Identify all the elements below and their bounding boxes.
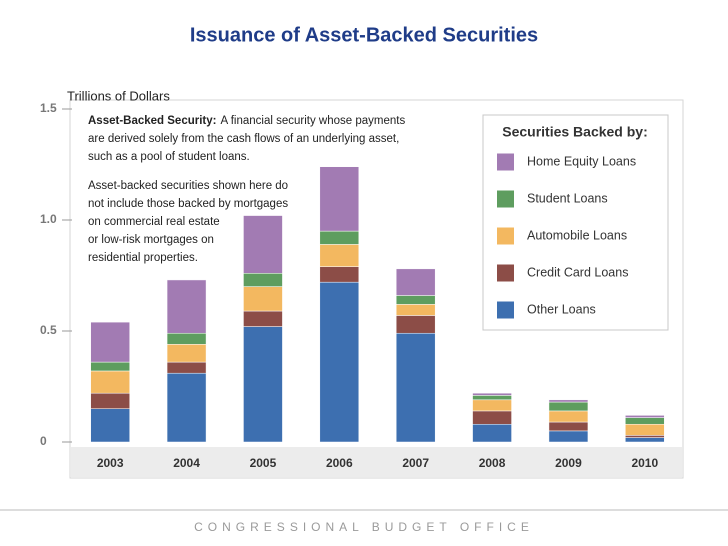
x-tick-label: 2003 bbox=[97, 456, 124, 470]
legend-swatch bbox=[497, 301, 514, 319]
legend-swatch bbox=[497, 264, 514, 282]
bar-segment bbox=[90, 361, 130, 372]
bar-segment bbox=[90, 392, 130, 409]
x-tick-label: 2008 bbox=[479, 456, 506, 470]
bar-segment bbox=[395, 295, 436, 305]
x-tick-label: 2005 bbox=[250, 456, 277, 470]
bar-segment bbox=[319, 166, 360, 232]
bar-segment bbox=[166, 361, 207, 374]
annotation-line: not include those backed by mortgages bbox=[88, 198, 288, 210]
legend-label: Credit Card Loans bbox=[527, 265, 628, 279]
legend-title: Securities Backed by: bbox=[502, 124, 648, 140]
bar-segment bbox=[243, 215, 283, 274]
y-tick-label: 0.5 bbox=[40, 323, 57, 337]
annotation-line: or low-risk mortgages on bbox=[88, 234, 214, 246]
bar-segment bbox=[319, 266, 360, 283]
annotation-term: Asset-Backed Security: bbox=[88, 115, 216, 127]
bar-segment bbox=[166, 332, 207, 345]
bar-segment bbox=[166, 372, 207, 443]
bar-segment bbox=[395, 304, 436, 316]
legend-label: Home Equity Loans bbox=[527, 154, 636, 168]
bar-segment bbox=[625, 437, 665, 443]
y-tick-label: 0 bbox=[40, 434, 47, 448]
bar-segment bbox=[319, 230, 360, 245]
bar-segment bbox=[90, 321, 130, 363]
bar-segment bbox=[625, 415, 665, 418]
x-tick-label: 2006 bbox=[326, 456, 353, 470]
bar-segment bbox=[243, 310, 283, 327]
bar-segment bbox=[395, 332, 436, 443]
bar-segment bbox=[472, 392, 512, 396]
bar-segment bbox=[548, 430, 589, 443]
annotation-line: are derived solely from the cash flows o… bbox=[88, 133, 399, 145]
category-band bbox=[71, 447, 682, 477]
bar-segment bbox=[625, 417, 665, 425]
annotation-line: Asset-backed securities shown here do bbox=[88, 180, 288, 192]
annotation-text: A financial security whose payments bbox=[220, 115, 405, 127]
bar-segment bbox=[625, 423, 665, 436]
legend-box bbox=[482, 114, 669, 331]
legend-swatch bbox=[497, 227, 514, 245]
bar-segment bbox=[90, 408, 130, 443]
footer: CONGRESSIONAL BUDGET OFFICE bbox=[194, 520, 534, 534]
annotation-line: residential properties. bbox=[88, 252, 198, 264]
x-tick-label: 2009 bbox=[555, 456, 582, 470]
bar-segment bbox=[472, 395, 512, 401]
y-tick-label: 1.5 bbox=[40, 101, 57, 115]
bar-segment bbox=[548, 401, 589, 412]
bar-segment bbox=[548, 421, 589, 432]
bar-segment bbox=[319, 281, 360, 443]
bar-segment bbox=[243, 326, 283, 443]
bar-segment bbox=[548, 399, 589, 403]
bar-segment bbox=[395, 315, 436, 334]
annotation-line: Asset-Backed Security: A financial securi… bbox=[88, 115, 405, 127]
legend-swatch bbox=[497, 190, 514, 208]
bar-segment bbox=[166, 344, 207, 363]
y-axis-label: Trillions of Dollars bbox=[67, 88, 170, 103]
bar-segment bbox=[625, 435, 665, 438]
bar-segment bbox=[395, 268, 436, 296]
bar-segment bbox=[472, 399, 512, 412]
bar-segment bbox=[472, 423, 512, 443]
bar-segment bbox=[166, 279, 207, 334]
bar-segment bbox=[243, 273, 283, 287]
legend-label: Automobile Loans bbox=[527, 228, 627, 242]
legend-label: Student Loans bbox=[527, 191, 608, 205]
x-tick-label: 2010 bbox=[631, 456, 658, 470]
y-tick-label: 1.0 bbox=[40, 212, 57, 226]
legend-label: Other Loans bbox=[527, 302, 596, 316]
annotation-line: such as a pool of student loans. bbox=[88, 151, 250, 163]
x-tick-label: 2007 bbox=[402, 456, 429, 470]
bar-segment bbox=[243, 286, 283, 312]
bar-segment bbox=[90, 370, 130, 394]
bar-segment bbox=[548, 410, 589, 423]
x-tick-label: 2004 bbox=[173, 456, 200, 470]
bar-segment bbox=[472, 410, 512, 425]
legend-swatch bbox=[497, 153, 514, 171]
annotation-line: on commercial real estate bbox=[88, 216, 220, 228]
bar-segment bbox=[319, 244, 360, 267]
chart-title: Issuance of Asset-Backed Securities bbox=[190, 24, 538, 46]
